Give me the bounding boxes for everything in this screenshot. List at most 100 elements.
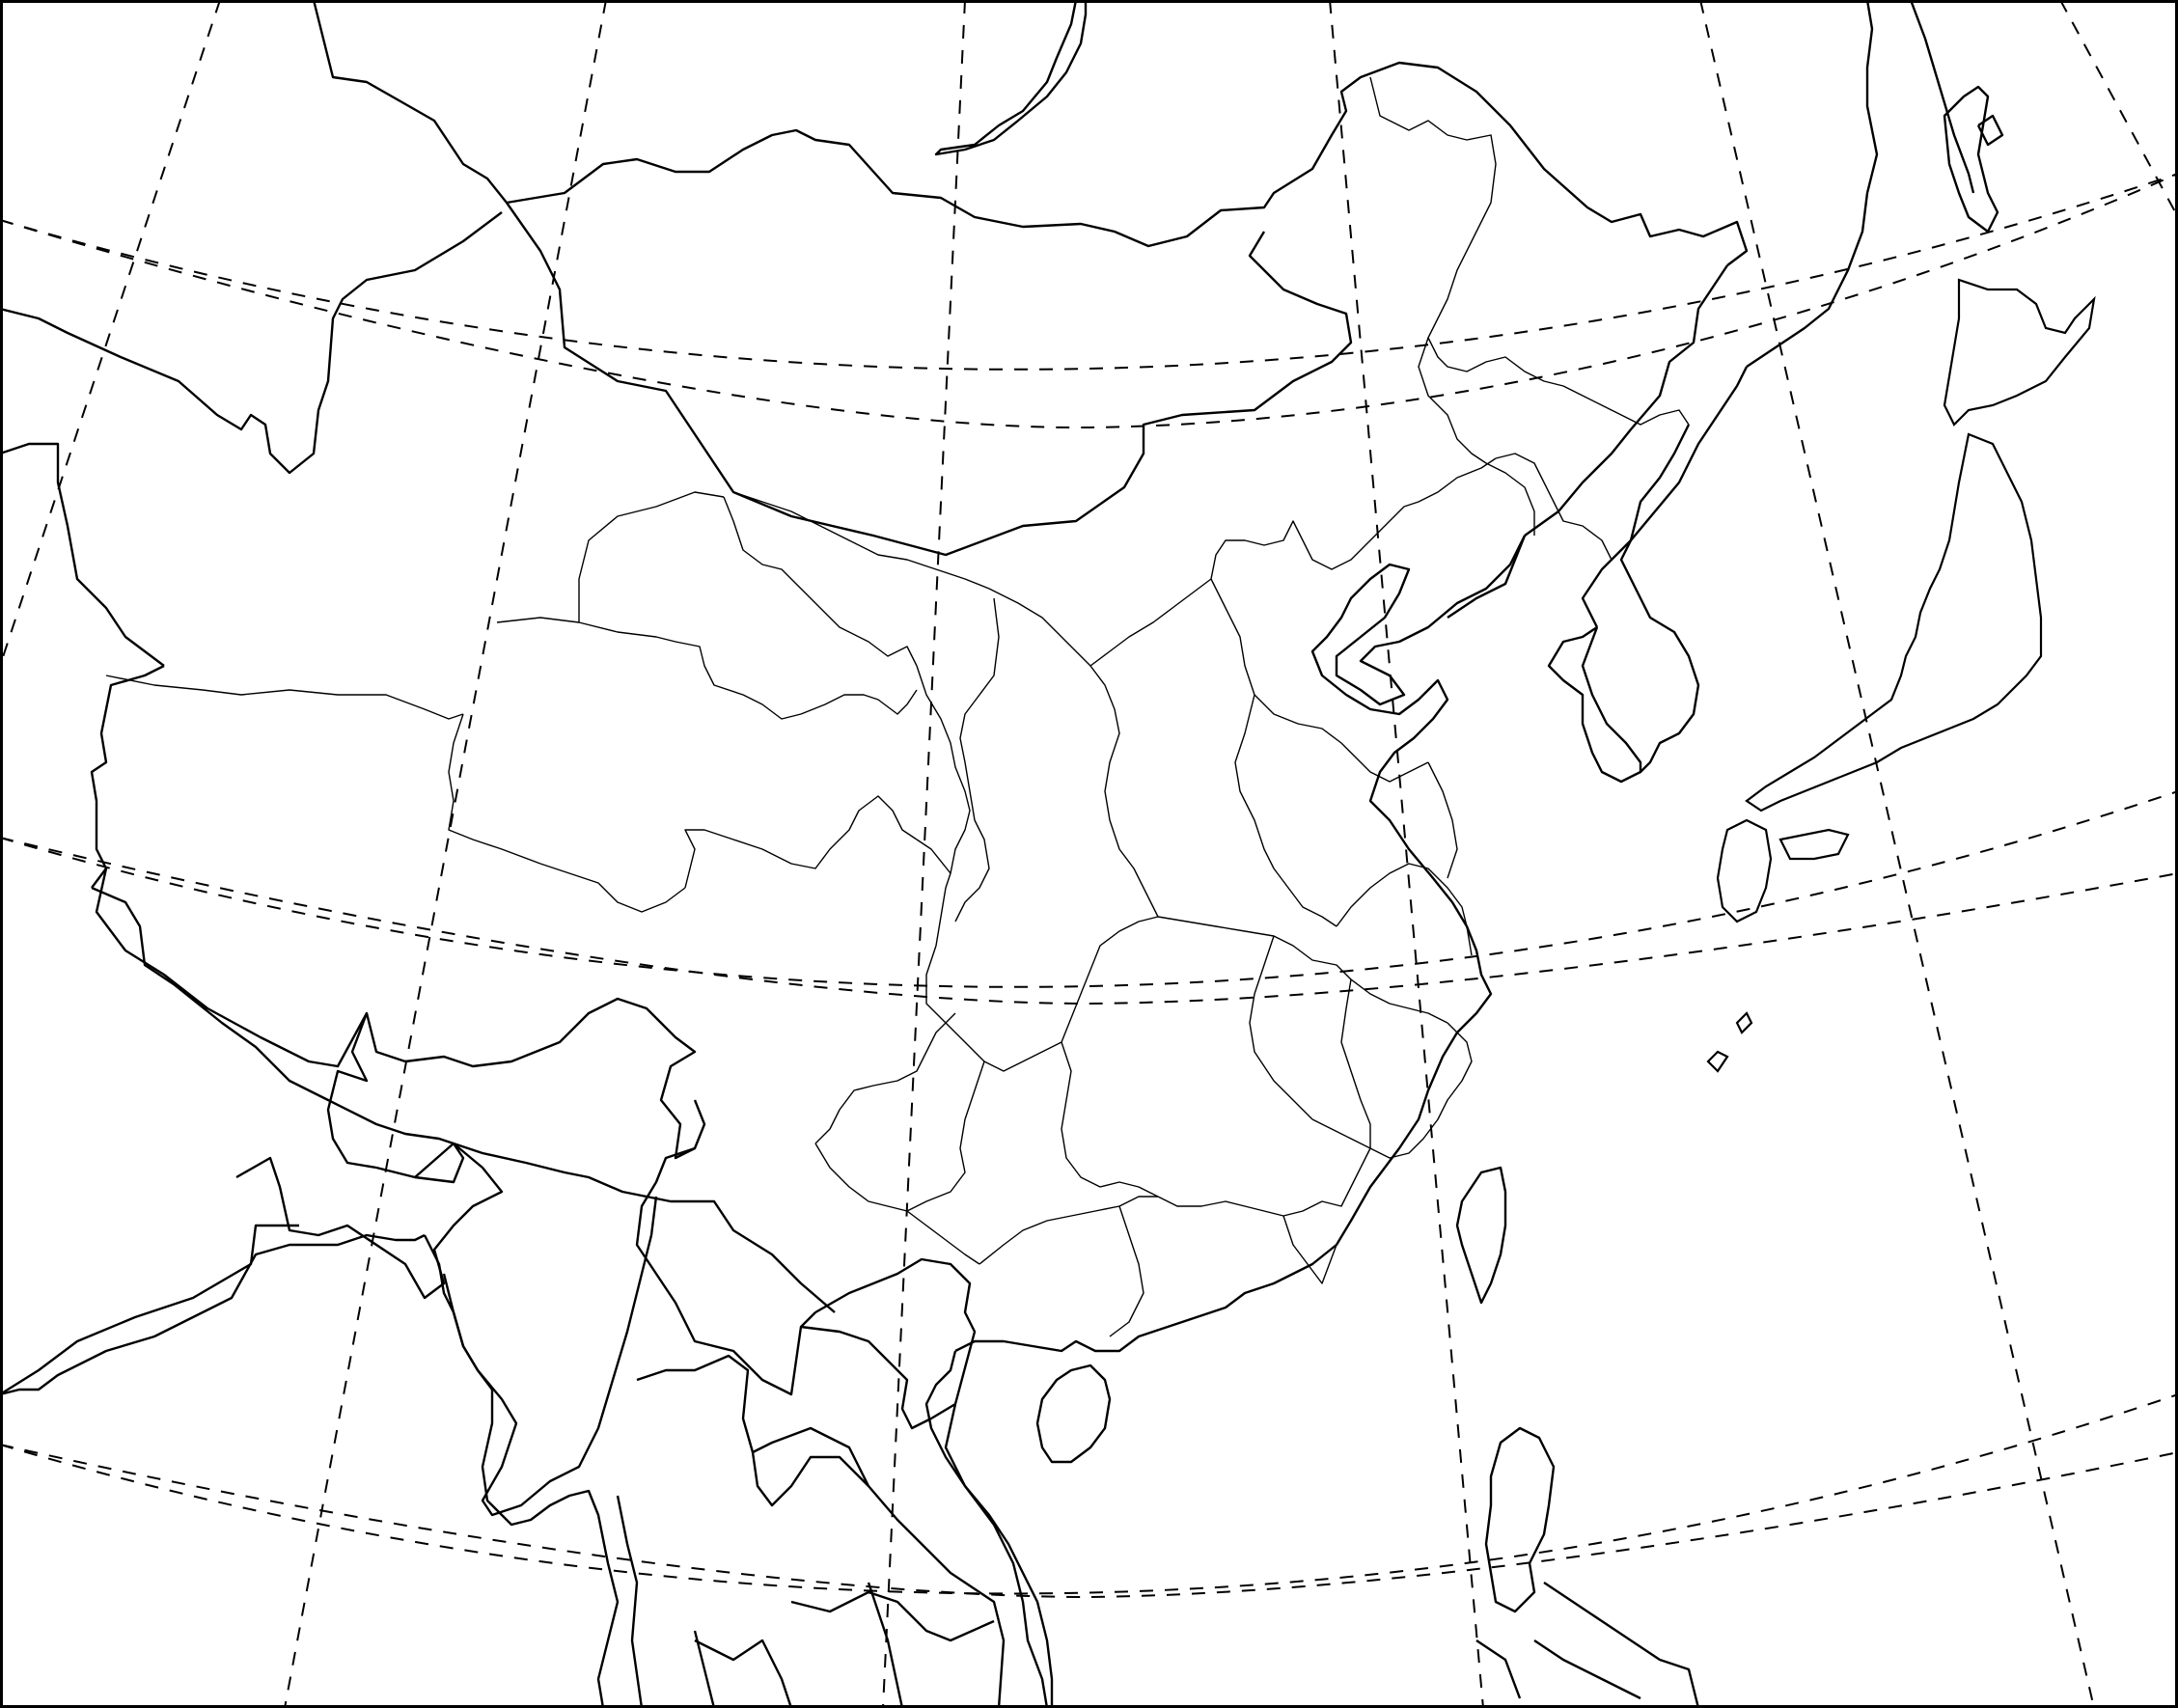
okinawa-chain xyxy=(1706,1050,1729,1073)
border-line xyxy=(91,886,836,1313)
province-line xyxy=(979,1196,1158,1265)
province-borders xyxy=(105,76,1690,1337)
province-line xyxy=(916,839,951,874)
province-line xyxy=(1210,578,1429,783)
coast-line xyxy=(1484,1426,1556,1613)
country-borders xyxy=(0,0,1749,1708)
coast-line xyxy=(1547,626,1641,784)
parallel-line xyxy=(0,837,2178,1006)
border-line xyxy=(694,1639,793,1708)
parallel-line xyxy=(0,790,2178,988)
coastlines xyxy=(0,0,2004,1708)
border-line xyxy=(442,1196,658,1517)
hokkaido xyxy=(1943,278,2096,427)
province-line xyxy=(1089,665,1159,918)
province-line xyxy=(723,496,918,667)
coast-line xyxy=(1447,535,1527,619)
border-line xyxy=(944,1403,1049,1708)
coast-line xyxy=(1909,0,1975,194)
parallel-line xyxy=(0,173,2178,371)
province-line xyxy=(1234,694,1337,927)
province-line xyxy=(1157,1167,1362,1217)
lake-baikal xyxy=(934,0,1088,156)
province-line xyxy=(578,491,725,622)
japan-islands xyxy=(1706,278,2096,1073)
province-line xyxy=(1369,76,1690,426)
coast-line xyxy=(423,1234,620,1708)
province-line xyxy=(1336,863,1473,956)
province-line xyxy=(1427,761,1458,879)
border-line xyxy=(800,1325,956,1430)
border-line xyxy=(312,0,1749,266)
province-line xyxy=(1109,1205,1144,1337)
province-line xyxy=(814,1143,980,1265)
coast-line xyxy=(954,535,1527,1353)
province-line xyxy=(1249,935,1313,1120)
province-line xyxy=(496,617,918,720)
border-line xyxy=(814,1257,977,1405)
coast-line xyxy=(1543,1582,1700,1708)
province-line xyxy=(1340,978,1371,1169)
meridian-line xyxy=(1699,0,2095,1708)
province-line xyxy=(1495,453,1613,561)
province-line xyxy=(448,713,686,913)
province-line xyxy=(1070,916,1159,1019)
province-line xyxy=(105,675,464,720)
border-line xyxy=(867,1582,904,1708)
border-line xyxy=(1524,264,1728,537)
coast-line xyxy=(0,1233,426,1396)
border-line xyxy=(90,664,165,889)
border-line xyxy=(414,1143,465,1184)
meridian-line xyxy=(0,0,221,667)
meridian-line xyxy=(882,0,966,1708)
province-line xyxy=(1210,457,1497,580)
okinawa-chain xyxy=(1735,1011,1753,1034)
province-line xyxy=(906,1061,985,1212)
border-line xyxy=(95,868,406,1068)
border-line xyxy=(0,1224,299,1396)
parallel-line xyxy=(0,1393,2178,1595)
kyushu xyxy=(1716,818,1773,923)
province-line xyxy=(1418,337,1535,536)
meridian-line xyxy=(1329,0,1484,1708)
province-line xyxy=(1157,916,1448,1024)
province-line xyxy=(1369,1022,1473,1159)
border-line xyxy=(0,211,503,475)
province-line xyxy=(954,597,1000,923)
province-line xyxy=(925,887,1072,1072)
province-line xyxy=(916,665,971,889)
province-line xyxy=(1282,1215,1337,1284)
honshu xyxy=(1745,432,2043,813)
coast-line xyxy=(1581,366,1749,774)
coast-line xyxy=(1746,0,1879,368)
border-line xyxy=(506,202,1353,557)
coast-line xyxy=(924,1350,1054,1708)
border-line xyxy=(693,1630,716,1708)
border-line xyxy=(404,997,706,1160)
province-line xyxy=(684,795,918,889)
border-line xyxy=(616,1495,644,1708)
graticule-parallels xyxy=(0,173,2178,1595)
province-line xyxy=(814,1012,956,1144)
border-line xyxy=(1581,424,1691,628)
coast-line xyxy=(1035,1364,1112,1464)
border-line xyxy=(635,1146,816,1396)
coast-line xyxy=(1943,85,1999,234)
border-line xyxy=(636,1354,1006,1708)
province-line xyxy=(1061,1041,1159,1198)
coast-line xyxy=(1533,1639,1641,1700)
coast-line xyxy=(1976,114,2004,147)
meridian-line xyxy=(2059,0,2178,218)
province-line xyxy=(732,491,1212,667)
border-line xyxy=(235,1012,504,1300)
province-line xyxy=(1311,1118,1371,1149)
border-line xyxy=(790,1590,995,1642)
coast-line xyxy=(1475,1639,1522,1699)
parallel-line xyxy=(0,1444,2178,1599)
shikoku xyxy=(1778,828,1850,861)
border-line xyxy=(751,1451,869,1507)
